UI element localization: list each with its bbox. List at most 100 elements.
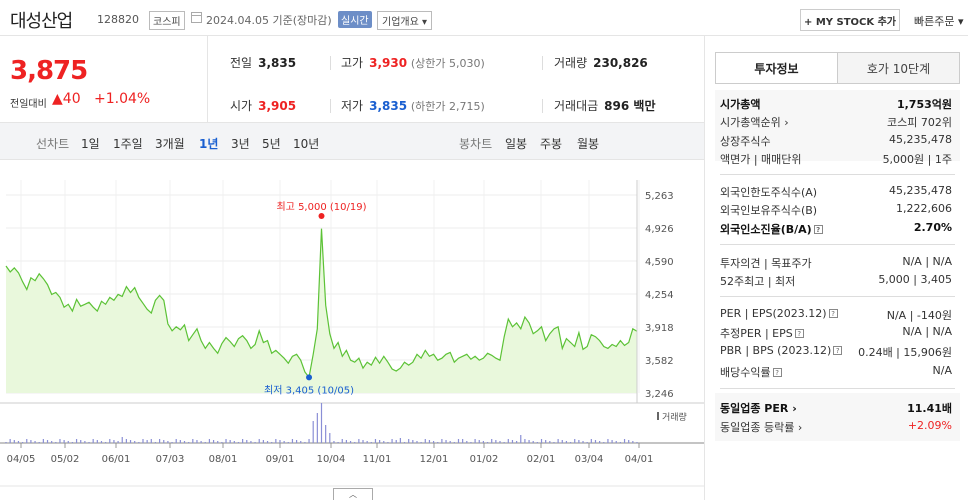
stock-code: 128820 [97, 13, 139, 26]
x-tick-label: 01/02 [470, 454, 499, 465]
volume-bar [428, 440, 431, 443]
volume-bar [491, 439, 493, 443]
volume-bar [59, 439, 61, 443]
candle-monthly[interactable]: 월봉 [577, 137, 600, 151]
x-tick-label: 05/02 [51, 454, 80, 465]
volume-bar [100, 441, 103, 443]
x-tick-label: 04/05 [7, 454, 36, 465]
period-1d[interactable]: 1일 [81, 137, 100, 151]
volume-bar [275, 439, 277, 443]
volume-bar [325, 425, 327, 443]
help-icon[interactable]: ? [813, 225, 823, 234]
volume-bar [507, 439, 509, 443]
volume-label: 거래량 [662, 411, 687, 423]
tab-investment-info[interactable]: 투자정보 [716, 53, 838, 83]
row-par-value: 액면가 | 매매단위 5,000원 | 1주 [720, 153, 952, 166]
volume-bar [520, 435, 522, 443]
help-icon[interactable]: ? [772, 368, 782, 377]
volume-bar [453, 442, 455, 443]
volume-bar [420, 442, 422, 443]
volume-bar [341, 439, 343, 443]
help-icon[interactable]: ? [828, 309, 838, 318]
volume-bar [320, 403, 323, 443]
price-chart[interactable]: 5,263 4,926 4,590 4,254 3,918 3,582 3,246 04/05… [0, 160, 704, 500]
volume-bar [17, 441, 20, 443]
row-market-cap: 시가총액 1,753억원 [720, 98, 952, 111]
volume-bar [395, 440, 397, 443]
row-sector-per[interactable]: 동일업종 PER › 11.41배 [720, 402, 952, 415]
period-1w[interactable]: 1주일 [113, 137, 143, 151]
volume-bar [96, 440, 98, 443]
period-3y[interactable]: 3년 [231, 137, 250, 151]
volume-bar [242, 439, 244, 443]
volume-bar [499, 441, 501, 443]
y-tick-label: 4,590 [645, 257, 674, 268]
volume-bar [42, 439, 44, 443]
candle-weekly[interactable]: 주봉 [540, 137, 563, 151]
row-52week: 52주최고 | 최저 5,000 | 3,405 [720, 273, 952, 288]
volume-bar [354, 442, 356, 443]
volume-bar [312, 421, 314, 443]
volume-bar [337, 442, 339, 443]
volume-bar [221, 442, 223, 443]
volume-bar [71, 442, 74, 443]
x-tick-label: 08/01 [209, 454, 238, 465]
volume-bar [628, 440, 630, 443]
volume-bar [441, 439, 443, 443]
help-icon[interactable]: ? [794, 329, 804, 338]
realtime-badge[interactable]: 실시간 [338, 11, 372, 28]
volume-bar [532, 441, 534, 443]
volume-bar [171, 442, 173, 443]
volume-bar [636, 442, 638, 443]
volume-bar [75, 439, 78, 443]
volume-bar [266, 441, 269, 443]
volume-bar [449, 441, 451, 443]
low-marker [306, 374, 313, 381]
current-price: 3,875 [10, 56, 88, 86]
volume-bar [599, 441, 601, 443]
volume-bar [55, 442, 57, 443]
period-5y[interactable]: 5년 [262, 137, 281, 151]
period-1y[interactable]: 1년 [199, 137, 219, 151]
volume-bar [237, 442, 240, 443]
volume-bar [125, 439, 127, 443]
volume-bar [134, 441, 136, 443]
volume-bar [192, 439, 194, 443]
volume-bar [287, 442, 289, 443]
volume-bar [486, 442, 489, 443]
company-overview-dropdown[interactable]: 기업개요 ▾ [377, 11, 432, 30]
row-sector-change[interactable]: 동일업종 등락률 › +2.09% [720, 419, 952, 434]
volume-bar [333, 441, 335, 443]
volume-bar [524, 439, 526, 443]
period-3m[interactable]: 3개월 [155, 137, 185, 151]
y-tick-label: 4,926 [645, 224, 674, 235]
volume-bar [150, 439, 152, 443]
volume-bar [295, 440, 298, 443]
quick-order-dropdown[interactable]: 빠른주문 ▾ [914, 15, 964, 28]
change-percent: +1.04% [94, 91, 151, 107]
info-panel: 투자정보 호가 10단계 시가총액 1,753억원 시가총액순위 › 코스피 702… [704, 36, 968, 500]
volume-bar [258, 439, 260, 443]
add-my-stock-button[interactable]: + MY STOCK 추가 [800, 9, 900, 31]
row-cap-rank[interactable]: 시가총액순위 › 코스피 702위 [720, 116, 952, 129]
period-10y[interactable]: 10년 [293, 137, 320, 151]
volume-bar [38, 442, 40, 443]
x-tick-label: 07/03 [156, 454, 185, 465]
volume-bar [22, 442, 24, 443]
high-annotation: 최고 5,000 (10/19) [276, 201, 366, 213]
price-line [5, 228, 638, 379]
stat-open: 시가 3,905 [230, 99, 297, 113]
calendar-icon [191, 12, 202, 23]
chart-collapse-toggle[interactable]: ︿ [333, 488, 373, 500]
help-icon[interactable]: ? [833, 346, 843, 355]
y-tick-label: 5,263 [645, 191, 674, 202]
candle-daily[interactable]: 일봉 [505, 137, 528, 151]
volume-bar [511, 440, 514, 443]
volume-bar [457, 439, 460, 443]
volume-bar [391, 439, 393, 443]
tab-orderbook[interactable]: 호가 10단계 [838, 53, 959, 83]
row-listed-shares: 상장주식수 45,235,478 [720, 133, 952, 148]
volume-bar [416, 441, 418, 443]
x-tick-label: 04/01 [625, 454, 654, 465]
volume-bar [607, 439, 609, 443]
